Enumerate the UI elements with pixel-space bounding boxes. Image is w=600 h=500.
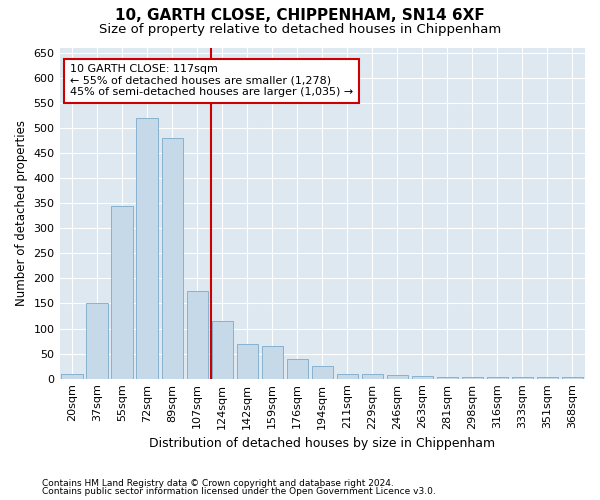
Bar (487, 377, 508, 378)
Text: Contains HM Land Registry data © Crown copyright and database right 2024.: Contains HM Land Registry data © Crown c… (42, 478, 394, 488)
Bar (262, 346, 283, 378)
Bar (362, 374, 383, 378)
Bar (462, 377, 483, 378)
Bar (86, 304, 108, 378)
Bar (236, 344, 258, 378)
Bar (337, 374, 358, 378)
Text: Contains public sector information licensed under the Open Government Licence v3: Contains public sector information licen… (42, 487, 436, 496)
Bar (412, 376, 433, 378)
Bar (136, 118, 158, 378)
Text: 10 GARTH CLOSE: 117sqm
← 55% of detached houses are smaller (1,278)
45% of semi-: 10 GARTH CLOSE: 117sqm ← 55% of detached… (70, 64, 353, 98)
Bar (562, 377, 583, 378)
Bar (437, 377, 458, 378)
Bar (212, 321, 233, 378)
Bar (112, 206, 133, 378)
Bar (187, 291, 208, 378)
X-axis label: Distribution of detached houses by size in Chippenham: Distribution of detached houses by size … (149, 437, 496, 450)
Bar (161, 138, 183, 378)
Text: 10, GARTH CLOSE, CHIPPENHAM, SN14 6XF: 10, GARTH CLOSE, CHIPPENHAM, SN14 6XF (115, 8, 485, 22)
Bar (287, 358, 308, 378)
Y-axis label: Number of detached properties: Number of detached properties (15, 120, 28, 306)
Text: Size of property relative to detached houses in Chippenham: Size of property relative to detached ho… (99, 22, 501, 36)
Bar (537, 377, 558, 378)
Bar (311, 366, 333, 378)
Bar (512, 377, 533, 378)
Bar (61, 374, 83, 378)
Bar (387, 375, 408, 378)
